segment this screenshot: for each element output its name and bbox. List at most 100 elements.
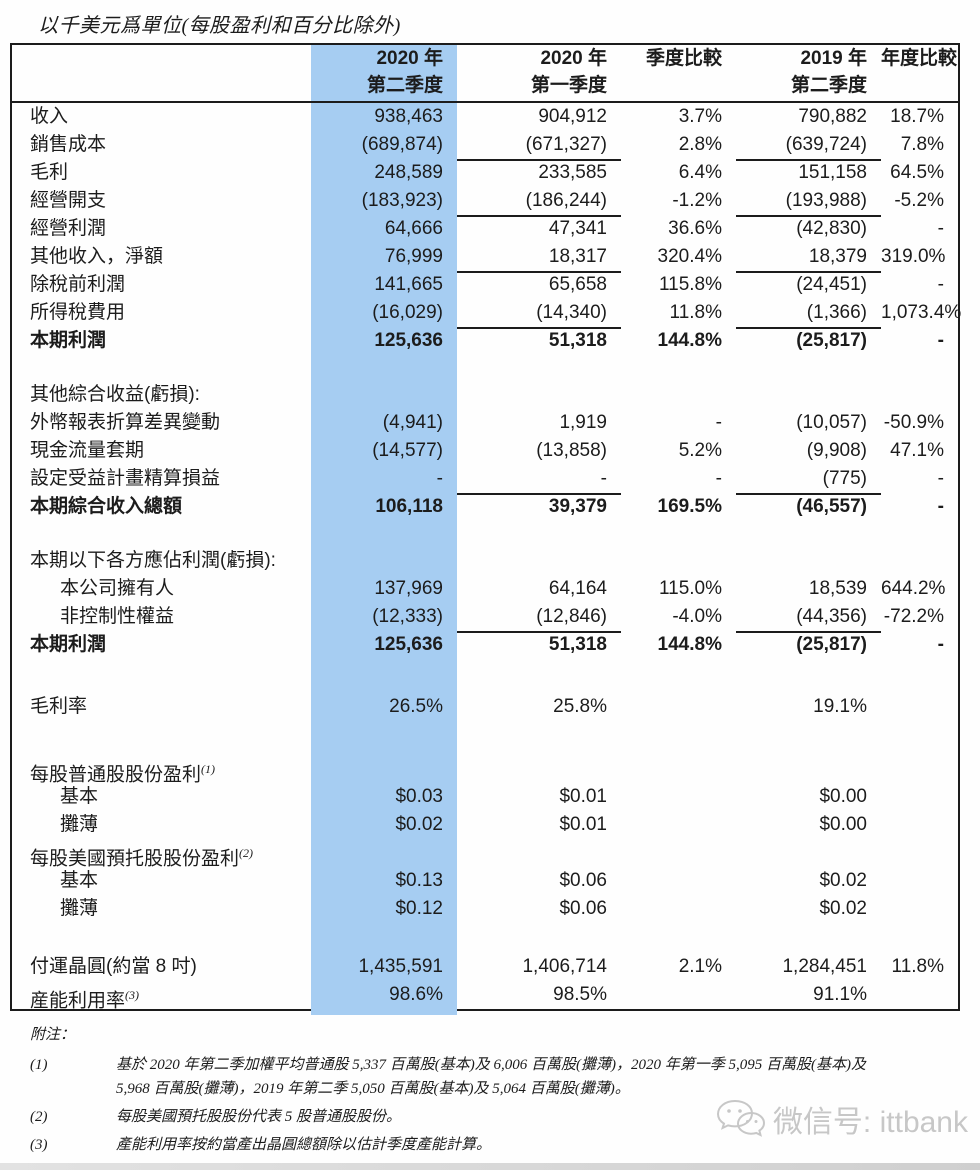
cell-q2-2020 [311,659,457,693]
row-label: 外幣報表折算差異變動 [30,412,221,433]
row-label: 其他收入，淨額 [30,246,164,267]
cell-q1-2020 [457,721,621,755]
cell-q2-2020: (12,333) [311,603,457,633]
row-label [12,355,311,381]
cell-yoy: 1,073.4% [881,302,962,323]
header-line: 2020 年 [376,48,443,69]
footnote-marker: (2) [30,1109,48,1125]
header-q1-2020: 2020 年 第一季度 [457,45,621,101]
row-label: 本期利潤 [30,330,107,351]
table-row: 現金流量套期 (14,577) (13,858) 5.2% (9,908) 47.1% [12,437,958,465]
cell-q2-2019: (9,908) [806,440,867,461]
header-line: 2020 年 [540,48,607,69]
cell-qoq: 3.7% [678,106,722,127]
table-row [12,355,958,381]
table-row [12,721,958,755]
table-row: 所得稅費用 (16,029) (14,340) 11.8% (1,366) 1,073.4… [12,299,962,329]
cell-q1-2020: 904,912 [538,106,607,127]
cell-q1-2020: (14,340) [457,299,621,329]
cell-q2-2020: 141,665 [311,271,457,299]
row-label: 銷售成本 [30,134,107,155]
cell-yoy: 11.8% [891,956,944,977]
cell-qoq [621,659,736,693]
cell-yoy: -5.2% [894,190,944,211]
wechat-icon [716,1099,765,1137]
cell-q2-2020: $0.03 [311,783,457,811]
header-qoq: 季度比較 [621,45,736,101]
cell-q2-2020 [311,923,457,953]
cell-q1-2020: $0.06 [559,870,607,891]
row-label: 毛利 [30,162,69,183]
cell-q2-2020: (14,577) [311,437,457,465]
cell-yoy [881,981,958,1015]
row-label: 除稅前利潤 [30,274,126,295]
footnote-text: 產能利用率按約當產出晶圓總額除以估計季度產能計算。 [116,1137,492,1153]
cell-q2-2020 [311,547,457,575]
cell-q2-2019: 91.1% [813,984,867,1005]
cell-qoq [621,867,736,895]
header-label-cell [12,45,311,101]
cell-yoy: -50.9% [883,412,944,433]
row-label: 每股普通股股份盈利(1) [30,762,216,786]
cell-q1-2020: 39,379 [548,496,607,517]
cell-yoy [881,659,958,693]
cell-yoy: - [937,218,944,239]
table-header-row: 2020 年 第二季度 2020 年 第一季度 季度比較 2019 年 第二季度… [12,45,958,103]
table-row: 其他收入，淨額 76,999 18,317 320.4% 18,379 319.0% [12,243,958,273]
cell-q2-2019: $0.02 [819,898,867,919]
cell-q2-2019 [736,547,881,575]
cell-q2-2019: (1,366) [736,299,881,329]
row-label [12,923,311,953]
row-label: 其他綜合收益(虧損): [30,384,200,405]
cell-yoy [881,895,958,923]
cell-qoq [621,381,736,409]
cell-q1-2020: (12,846) [457,603,621,633]
cell-q2-2020: 125,636 [311,327,457,355]
cell-q2-2020: $0.12 [311,895,457,923]
cell-q2-2019: (42,830) [796,218,867,239]
cell-q2-2020: (4,941) [311,409,457,437]
footnote-item: (2) 每股美國預托股股份代表 5 股普通股股份。 [30,1105,940,1129]
footnotes: 附注： (1) 基於 2020 年第二季加權平均普通股 5,337 百萬股(基本)… [30,1023,940,1157]
row-label: 現金流量套期 [30,440,145,461]
cell-q2-2019: (25,817) [796,634,867,655]
table-row [12,521,958,547]
table-row: 其他綜合收益(虧損): [12,381,958,409]
cell-qoq: 115.8% [658,274,722,295]
cell-qoq: 115.0% [658,578,722,599]
row-label: 基本 [60,870,99,891]
cell-q2-2019: $0.00 [819,814,867,835]
cell-q2-2020: (16,029) [311,299,457,329]
cell-yoy: 319.0% [881,246,946,267]
cell-yoy: - [937,634,944,655]
footnote-item: (3) 產能利用率按約當產出晶圓總額除以估計季度產能計算。 [30,1133,940,1157]
cell-q1-2020: (186,244) [457,187,621,217]
cell-qoq: 5.2% [678,440,722,461]
cell-yoy [881,867,958,895]
cell-q2-2020 [311,721,457,755]
row-label: 收入 [30,106,69,127]
table-row: 經營開支 (183,923) (186,244) -1.2% (193,988) -5.2… [12,187,958,217]
cell-qoq: 11.8% [669,302,722,323]
cell-q2-2020: 106,118 [311,493,457,521]
cell-yoy [881,923,958,953]
cell-q2-2019 [736,923,881,953]
cell-q2-2019: (775) [736,465,881,495]
footnote-marker: (3) [30,1137,48,1153]
cell-q1-2020 [457,547,621,575]
cell-q1-2020: 51,318 [548,634,607,655]
table-row: 基本 $0.13 $0.06 $0.02 [12,867,958,895]
cell-q1-2020: 47,341 [548,218,607,239]
cell-q2-2020: 125,636 [311,631,457,659]
cell-qoq: -4.0% [672,606,722,627]
table-row: 攤薄 $0.02 $0.01 $0.00 [12,811,958,839]
cell-q1-2020: 65,658 [548,274,607,295]
financial-table: 2020 年 第二季度 2020 年 第一季度 季度比較 2019 年 第二季度… [10,43,962,1016]
row-label: 攤薄 [60,814,99,835]
cell-q2-2019: 790,882 [798,106,867,127]
cell-q1-2020: 98.5% [553,984,607,1005]
footnote-text: 每股美國預托股股份代表 5 股普通股股份。 [116,1109,402,1125]
table-row: 收入 938,463 904,912 3.7% 790,882 18.7% [12,103,958,131]
cell-q2-2019: 19.1% [813,696,867,717]
table-row: 非控制性權益 (12,333) (12,846) -4.0% (44,356) -72.2… [12,603,958,633]
